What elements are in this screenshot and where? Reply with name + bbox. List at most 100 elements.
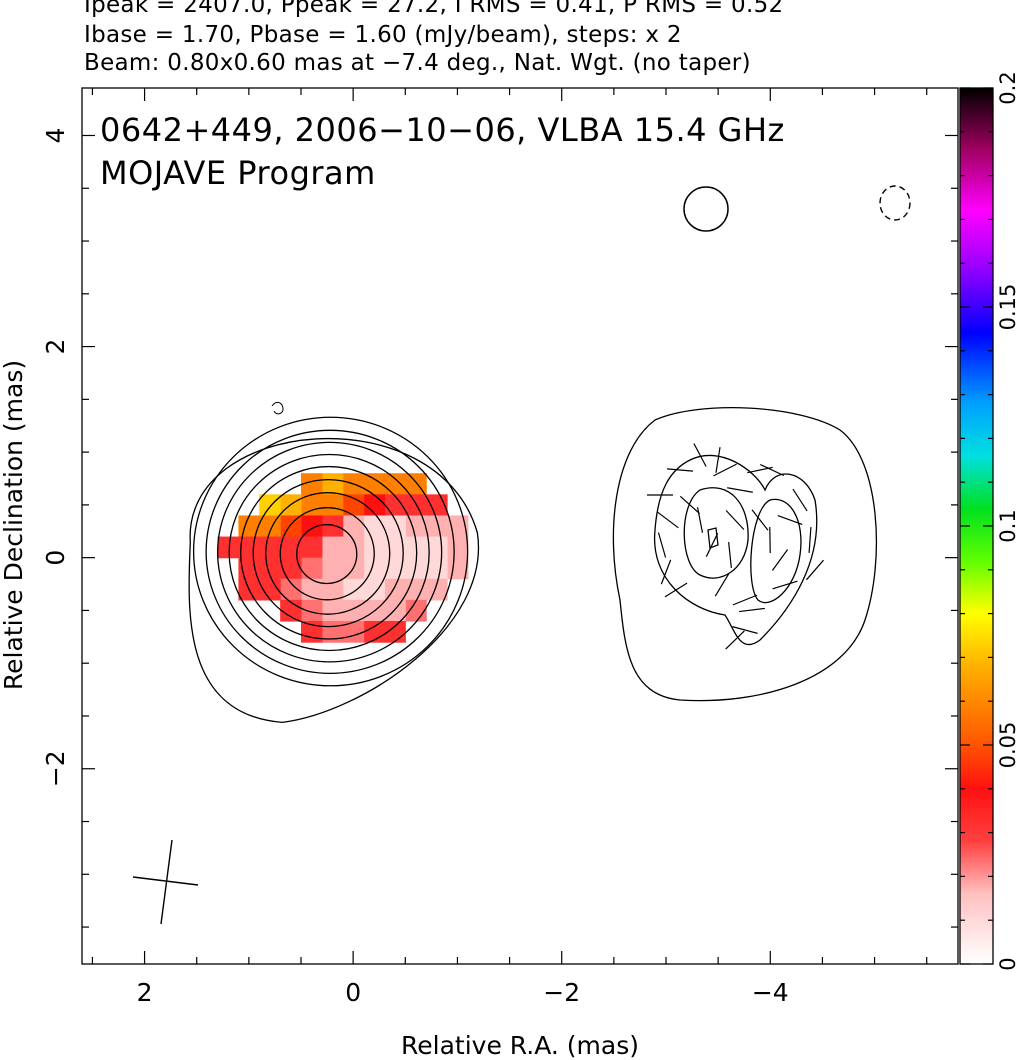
beam-cross-minor (132, 876, 199, 886)
restoring-beam-cross (132, 839, 199, 925)
core-peak-contour (707, 527, 719, 549)
core-contour (683, 487, 749, 579)
patch-cell (280, 557, 302, 580)
patch-cell (321, 473, 344, 495)
evpa-tick (725, 630, 745, 650)
evpa-tick (725, 510, 745, 530)
patch-cell (342, 599, 365, 622)
chart-title: 0642+449, 2006−10−06, VLBA 15.4 GHz (100, 111, 785, 149)
patch-cell (405, 557, 427, 580)
x-tick-label: −2 (543, 978, 580, 1007)
y-axis-label: Relative Declination (mas) (0, 360, 28, 690)
y-tick-label: 4 (41, 128, 70, 144)
colorbar-label: 0 (996, 957, 1020, 970)
evpa-tick (806, 559, 824, 581)
patch-cell (321, 599, 344, 622)
curl-glyph (271, 401, 284, 415)
contour-line (296, 524, 358, 585)
beam-solid-icon (683, 186, 729, 232)
patch-cell (384, 473, 406, 495)
patch-cell (321, 494, 344, 517)
contour-line (228, 453, 430, 652)
evpa-vectors (647, 443, 824, 650)
patch-cell (321, 536, 344, 559)
outer-contour (612, 407, 878, 702)
x-tick-label: 0 (345, 978, 361, 1007)
evpa-tick (772, 580, 798, 590)
total-intensity-contours (188, 416, 480, 724)
colorbar-ticks (960, 87, 993, 965)
beam-ellipse-right (879, 185, 911, 221)
y-tick-label: 0 (41, 550, 70, 566)
contour-line (188, 437, 480, 724)
evpa-tick (696, 507, 704, 533)
patch-cell (301, 599, 323, 622)
colorbar-label: 0.2 (996, 71, 1020, 104)
evpa-tick (713, 463, 737, 477)
evpa-tick (732, 594, 758, 606)
axis-ticks (82, 88, 958, 964)
patch-cell (301, 494, 323, 517)
colorbar-label: 0.15 (996, 284, 1020, 331)
patch-cell (342, 494, 365, 517)
patch-cell (321, 557, 344, 580)
evpa-tick (771, 549, 789, 571)
evpa-tick (657, 511, 679, 529)
contour-line (279, 507, 375, 601)
secondary-contour (750, 498, 802, 604)
contour-line (205, 429, 455, 674)
contour-line (252, 478, 404, 628)
evpa-tick (666, 468, 694, 472)
patch-cell (238, 515, 260, 538)
patch-cell (363, 515, 386, 538)
evpa-tick (777, 514, 803, 526)
y-tick-label: 2 (41, 339, 70, 355)
evpa-tick (679, 495, 701, 515)
contour-line (192, 416, 469, 687)
beam-dashed-icon (879, 185, 911, 221)
evpa-tick (714, 573, 730, 597)
patch-cell (405, 494, 427, 517)
patch-cell (259, 494, 281, 517)
header-line-1: Ipeak = 2407.0, Ppeak = 27.2, I RMS = 0.… (84, 0, 784, 18)
evpa-tick (660, 559, 672, 585)
evpa-tick (715, 447, 721, 473)
evpa-tick (728, 542, 732, 568)
evpa-tick (792, 488, 808, 512)
colorbar-label: 0.1 (996, 509, 1020, 542)
x-axis-label: Relative R.A. (mas) (401, 1031, 639, 1060)
patch-cell (363, 578, 386, 601)
evpa-tick (732, 626, 758, 634)
contour-line (240, 465, 418, 640)
plot-frame (81, 87, 959, 965)
evpa-tick (657, 532, 667, 558)
inner-contour (654, 454, 818, 646)
axis-tick-labels: 2 0 −2 −4 4 2 0 −2 (41, 128, 789, 1007)
evpa-tick (727, 487, 753, 493)
contour-line (216, 441, 443, 663)
x-tick-label: 2 (137, 978, 153, 1007)
patch-cell (342, 578, 365, 601)
evpa-tick (759, 463, 785, 477)
patch-cell (259, 578, 281, 601)
polarization-map-panel (612, 407, 878, 702)
patch-cell (447, 536, 469, 559)
patch-cell (301, 536, 323, 559)
patch-cell (321, 515, 344, 538)
evpa-tick (705, 533, 719, 557)
evpa-tick (808, 526, 812, 554)
x-tick-label: −4 (752, 978, 789, 1007)
colorbar-label: 0.05 (996, 722, 1020, 769)
patch-cell (363, 473, 386, 495)
chart-subtitle: MOJAVE Program (100, 154, 376, 192)
patch-cell (280, 578, 302, 601)
patch-cell (426, 557, 448, 580)
header-line-2: Ibase = 1.70, Pbase = 1.60 (mJy/beam), s… (84, 22, 682, 48)
evpa-tick (751, 509, 769, 531)
patch-cell (301, 620, 323, 643)
beam-cross-major (160, 839, 173, 925)
header-line-3: Beam: 0.80x0.60 mas at −7.4 deg., Nat. W… (84, 50, 751, 76)
contour-line (265, 492, 391, 615)
evpa-tick (693, 443, 707, 467)
colorbar-labels: 0 0.05 0.1 0.15 0.2 (996, 71, 1020, 970)
